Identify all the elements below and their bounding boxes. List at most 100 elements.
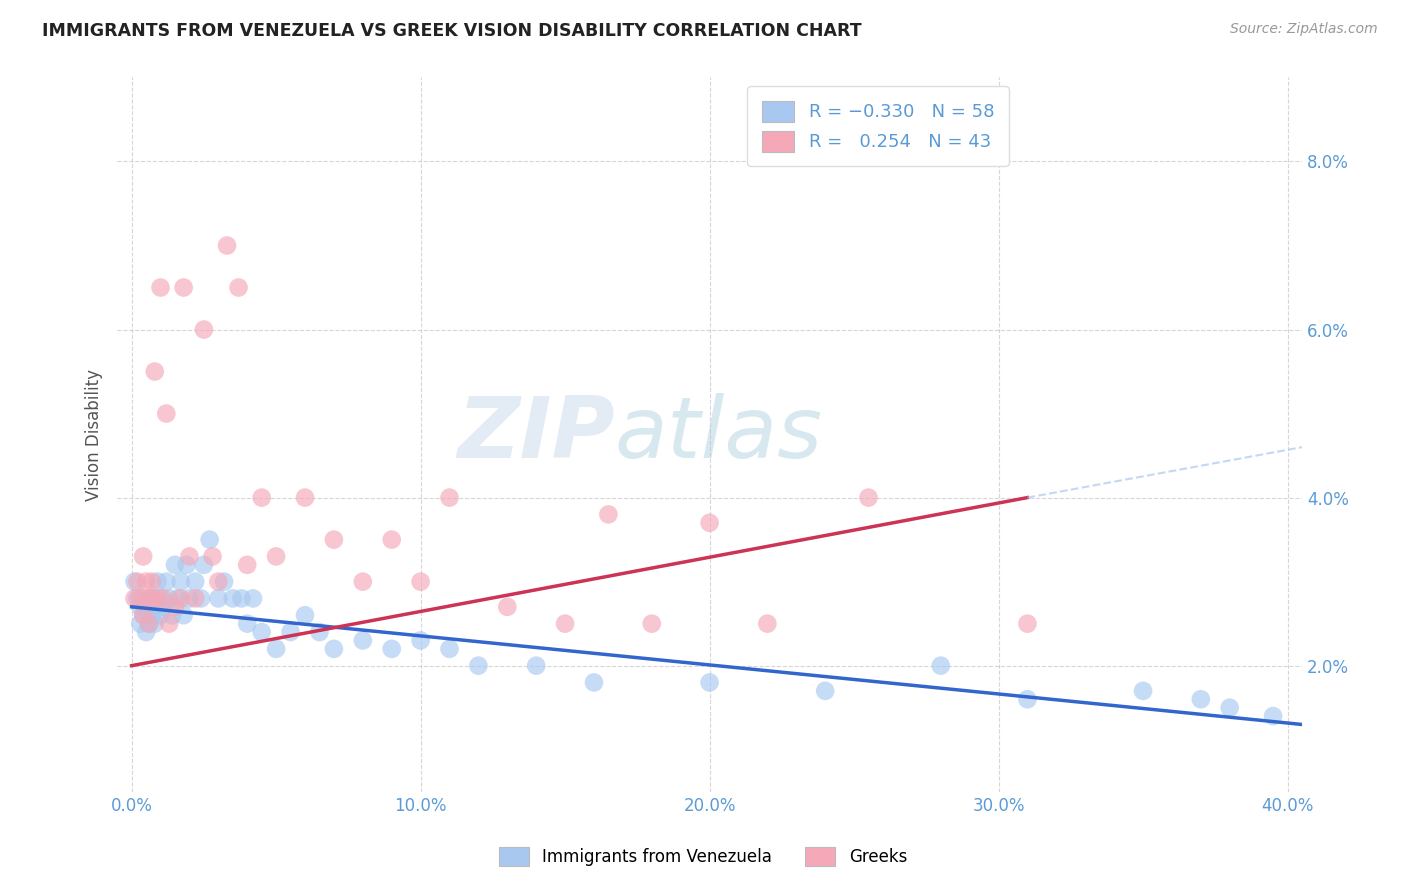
Point (1017, 692, 1039, 706)
Point (554, 616, 576, 631)
Point (409, 633, 432, 648)
Point (129, 599, 152, 614)
Point (163, 558, 186, 572)
Point (1261, 709, 1284, 723)
Point (143, 365, 166, 379)
Point (641, 616, 664, 631)
Point (143, 616, 166, 631)
Point (280, 625, 302, 640)
Point (184, 591, 207, 606)
Point (155, 574, 177, 589)
Text: ZIP: ZIP (457, 393, 614, 476)
Point (135, 599, 157, 614)
Point (598, 508, 620, 522)
Point (146, 591, 169, 606)
Text: Source: ZipAtlas.com: Source: ZipAtlas.com (1230, 22, 1378, 37)
Point (207, 574, 229, 589)
Point (1189, 692, 1212, 706)
Point (236, 558, 259, 572)
Point (381, 641, 404, 656)
Point (124, 574, 146, 589)
Point (198, 533, 221, 547)
Point (132, 608, 155, 623)
Point (138, 616, 160, 631)
Point (294, 491, 316, 505)
Point (858, 491, 880, 505)
Point (138, 591, 160, 606)
Point (322, 533, 344, 547)
Point (179, 549, 201, 564)
Point (173, 608, 195, 623)
Point (242, 591, 264, 606)
Point (264, 641, 287, 656)
Point (1132, 684, 1154, 698)
Point (409, 574, 432, 589)
Point (141, 608, 163, 623)
Legend: Immigrants from Venezuela, Greeks: Immigrants from Venezuela, Greeks (491, 838, 915, 875)
Text: IMMIGRANTS FROM VENEZUELA VS GREEK VISION DISABILITY CORRELATION CHART: IMMIGRANTS FROM VENEZUELA VS GREEK VISIO… (42, 22, 862, 40)
Point (141, 574, 163, 589)
Point (193, 322, 215, 336)
Point (149, 608, 172, 623)
Point (170, 574, 193, 589)
Point (146, 574, 169, 589)
Point (582, 675, 605, 690)
Point (152, 591, 174, 606)
Point (294, 608, 316, 623)
Point (176, 558, 198, 572)
Point (149, 591, 172, 606)
Point (929, 658, 952, 673)
Text: atlas: atlas (614, 393, 823, 476)
Point (236, 616, 259, 631)
Point (524, 658, 547, 673)
Point (141, 591, 163, 606)
Legend: R = −0.330   N = 58, R =   0.254   N = 43: R = −0.330 N = 58, R = 0.254 N = 43 (747, 87, 1008, 166)
Point (141, 591, 163, 606)
Point (201, 549, 224, 564)
Point (193, 558, 215, 572)
Point (138, 616, 160, 631)
Point (129, 591, 152, 606)
Point (699, 516, 721, 530)
Point (212, 574, 235, 589)
Point (308, 625, 330, 640)
Point (155, 407, 177, 421)
Point (264, 549, 287, 564)
Point (439, 641, 461, 656)
Point (135, 625, 157, 640)
Point (160, 608, 183, 623)
Point (124, 591, 146, 606)
Point (231, 591, 253, 606)
Point (167, 591, 190, 606)
Point (132, 608, 155, 623)
Point (138, 599, 160, 614)
Point (352, 574, 374, 589)
Point (352, 633, 374, 648)
Point (222, 591, 245, 606)
Point (228, 280, 250, 294)
Point (157, 616, 180, 631)
Point (149, 280, 172, 294)
Point (439, 491, 461, 505)
Point (190, 591, 212, 606)
Point (129, 616, 152, 631)
Point (381, 533, 404, 547)
Point (132, 591, 155, 606)
Point (127, 574, 149, 589)
Point (152, 599, 174, 614)
Point (322, 641, 344, 656)
Point (127, 591, 149, 606)
Point (699, 675, 721, 690)
Point (184, 574, 207, 589)
Point (814, 684, 837, 698)
Point (132, 549, 155, 564)
Point (215, 238, 238, 252)
Point (179, 591, 201, 606)
Point (250, 491, 273, 505)
Point (143, 599, 166, 614)
Point (163, 599, 186, 614)
Point (173, 280, 195, 294)
Point (135, 574, 157, 589)
Point (1219, 700, 1241, 714)
Point (157, 591, 180, 606)
